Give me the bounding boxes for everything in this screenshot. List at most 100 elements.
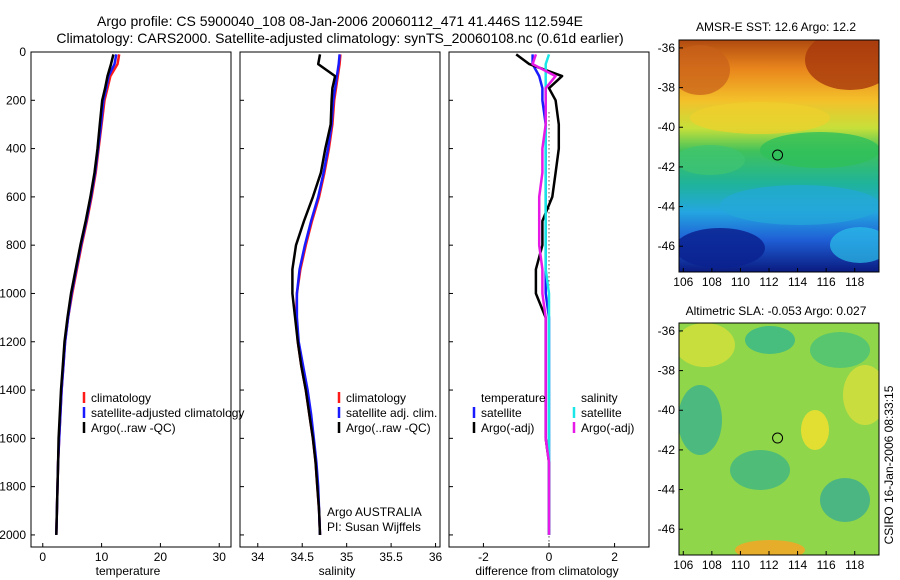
temperature-panel: 0 200 400 600 800 1000 1200 1400 1600 1800 2000 0 1… xyxy=(0,45,244,578)
difference-panel: -2 0 2 difference from climatology tempera… xyxy=(448,51,650,578)
lon-tick-label: 110 xyxy=(731,558,750,572)
sst-lon-tick-labels: 106 108 110 112 114 116 118 xyxy=(673,268,865,289)
temperature-tick-labels: 0 10 20 30 xyxy=(39,543,226,564)
salinity-tick-labels: 34 34.5 35 35.5 36 xyxy=(251,543,443,564)
lon-tick-label: 116 xyxy=(817,275,836,289)
legend-salinity-argo: Argo(-adj) xyxy=(581,421,634,435)
x-tick-label: 10 xyxy=(95,550,109,564)
lat-tick-label: -38 xyxy=(658,81,676,95)
x-tick-label: 20 xyxy=(154,550,168,564)
lat-tick-label: -36 xyxy=(658,41,676,55)
salinity-panel: 34 34.5 35 35.5 36 salinity climatology sate… xyxy=(239,51,443,578)
figure-title-line2: Climatology: CARS2000. Satellite-adjuste… xyxy=(56,30,623,46)
legend-satellite-adj-clim: satellite adj. clim. xyxy=(346,406,437,420)
legend-temperature-satellite: satellite xyxy=(481,406,522,420)
lon-tick-label: 114 xyxy=(788,275,807,289)
temperature-profile-lines xyxy=(55,54,121,535)
sla-yellow-patch xyxy=(801,410,829,450)
lon-tick-label: 110 xyxy=(731,275,750,289)
lon-tick-label: 118 xyxy=(845,275,864,289)
salinity-profile-lines xyxy=(291,54,342,535)
sst-green-patch xyxy=(679,145,745,175)
temperature-axis-label: temperature xyxy=(96,564,161,578)
lon-tick-label: 116 xyxy=(817,558,836,572)
argo-location-marker xyxy=(772,432,784,444)
lat-tick-label: -46 xyxy=(658,239,676,253)
salinity-legend: climatology satellite adj. clim. Argo(..… xyxy=(337,391,437,435)
y-tick-label: 400 xyxy=(6,142,26,156)
x-tick-label: 34 xyxy=(251,550,265,564)
argo-australia-label: Argo AUSTRALIA xyxy=(327,505,422,519)
sst-warm-patch xyxy=(679,45,730,95)
legend-satellite-adjusted: satellite-adjusted climatology xyxy=(91,406,244,420)
lon-tick-label: 108 xyxy=(702,558,722,572)
lon-tick-label: 118 xyxy=(845,558,864,572)
y-tick-label: 1800 xyxy=(0,480,26,494)
sla-map-field xyxy=(679,323,879,555)
sla-teal-patch xyxy=(730,450,790,490)
sst-warm-patch xyxy=(805,40,879,90)
sst-map-title: AMSR-E SST: 12.6 Argo: 12.2 xyxy=(696,20,856,34)
sla-yellow-patch xyxy=(679,323,735,367)
lat-tick-label: -40 xyxy=(658,403,676,417)
y-tick-label: 2000 xyxy=(0,528,26,542)
sla-teal-patch xyxy=(820,478,870,522)
series-line-satellite-adjusted-climatology xyxy=(55,54,118,535)
series-line-climatology xyxy=(55,54,121,535)
sla-teal-patch xyxy=(745,326,795,354)
difference-profile-lines xyxy=(515,53,564,547)
lon-tick-label: 112 xyxy=(759,558,778,572)
sla-yellow-patch xyxy=(843,365,879,425)
depth-tick-labels: 0 200 400 600 800 1000 1200 1400 1600 1800 2000 xyxy=(0,45,35,542)
difference-legend: temperature satellite Argo(-adj) salinit… xyxy=(472,391,634,435)
x-tick-label: -2 xyxy=(478,550,489,564)
sla-lon-tick-labels: 106 108 110 112 114 116 118 xyxy=(673,551,865,572)
salinity-axis-label: salinity xyxy=(319,564,356,578)
lat-tick-label: -38 xyxy=(658,364,676,378)
y-tick-label: 800 xyxy=(6,238,26,252)
lat-tick-label: -44 xyxy=(658,483,676,497)
figure-title-line1: Argo profile: CS 5900040_108 08-Jan-2006… xyxy=(97,13,583,29)
sst-green-band xyxy=(760,132,879,168)
lat-tick-label: -42 xyxy=(658,160,676,174)
legend-salinity-header: salinity xyxy=(581,391,618,405)
difference-tick-labels: -2 0 2 xyxy=(478,543,618,564)
temperature-legend: climatology satellite-adjusted climatolo… xyxy=(82,391,244,435)
legend-climatology: climatology xyxy=(91,391,151,405)
lat-tick-label: -36 xyxy=(658,324,676,338)
sst-yellow-band xyxy=(690,102,830,134)
legend-argo-raw: Argo(..raw -QC) xyxy=(91,421,176,435)
lon-tick-label: 114 xyxy=(788,558,807,572)
x-tick-label: 35.5 xyxy=(379,550,403,564)
x-tick-label: 2 xyxy=(611,550,618,564)
sst-map-field xyxy=(679,40,879,272)
y-tick-label: 200 xyxy=(6,93,26,107)
lon-tick-label: 106 xyxy=(673,558,693,572)
legend-climatology: climatology xyxy=(346,391,406,405)
sla-map-title: Altimetric SLA: -0.053 Argo: 0.027 xyxy=(686,304,867,318)
x-tick-label: 0 xyxy=(546,550,553,564)
x-tick-label: 0 xyxy=(39,550,46,564)
series-line-argo-raw-qc- xyxy=(291,54,337,535)
sla-map: Altimetric SLA: -0.053 Argo: 0.027 106 10… xyxy=(658,304,880,572)
series-line-argo-raw-qc- xyxy=(55,54,115,535)
y-tick-label: 0 xyxy=(19,45,26,59)
sst-lat-tick-labels: -36 -38 -40 -42 -44 -46 xyxy=(658,41,683,253)
x-tick-label: 36 xyxy=(429,550,443,564)
sst-map: AMSR-E SST: 12.6 Argo: 12.2 106 108 110 112… xyxy=(658,20,880,289)
argo-location-marker xyxy=(772,149,784,161)
series-line-climatology xyxy=(294,54,342,535)
lon-tick-label: 106 xyxy=(673,275,693,289)
lon-tick-label: 108 xyxy=(702,275,722,289)
pi-label: PI: Susan Wijffels xyxy=(327,520,421,534)
sla-lat-tick-labels: -36 -38 -40 -42 -44 -46 xyxy=(658,324,683,536)
y-tick-label: 1600 xyxy=(0,431,26,445)
sla-orange-patch xyxy=(735,540,805,555)
series-line-salinity-argo-adj- xyxy=(531,53,557,535)
legend-salinity-satellite: satellite xyxy=(581,406,622,420)
y-tick-label: 1000 xyxy=(0,286,26,300)
sst-dark-patch xyxy=(679,228,765,268)
timestamp-label: CSIRO 16-Jan-2006 08:33:15 xyxy=(882,385,896,544)
x-tick-label: 30 xyxy=(213,550,227,564)
